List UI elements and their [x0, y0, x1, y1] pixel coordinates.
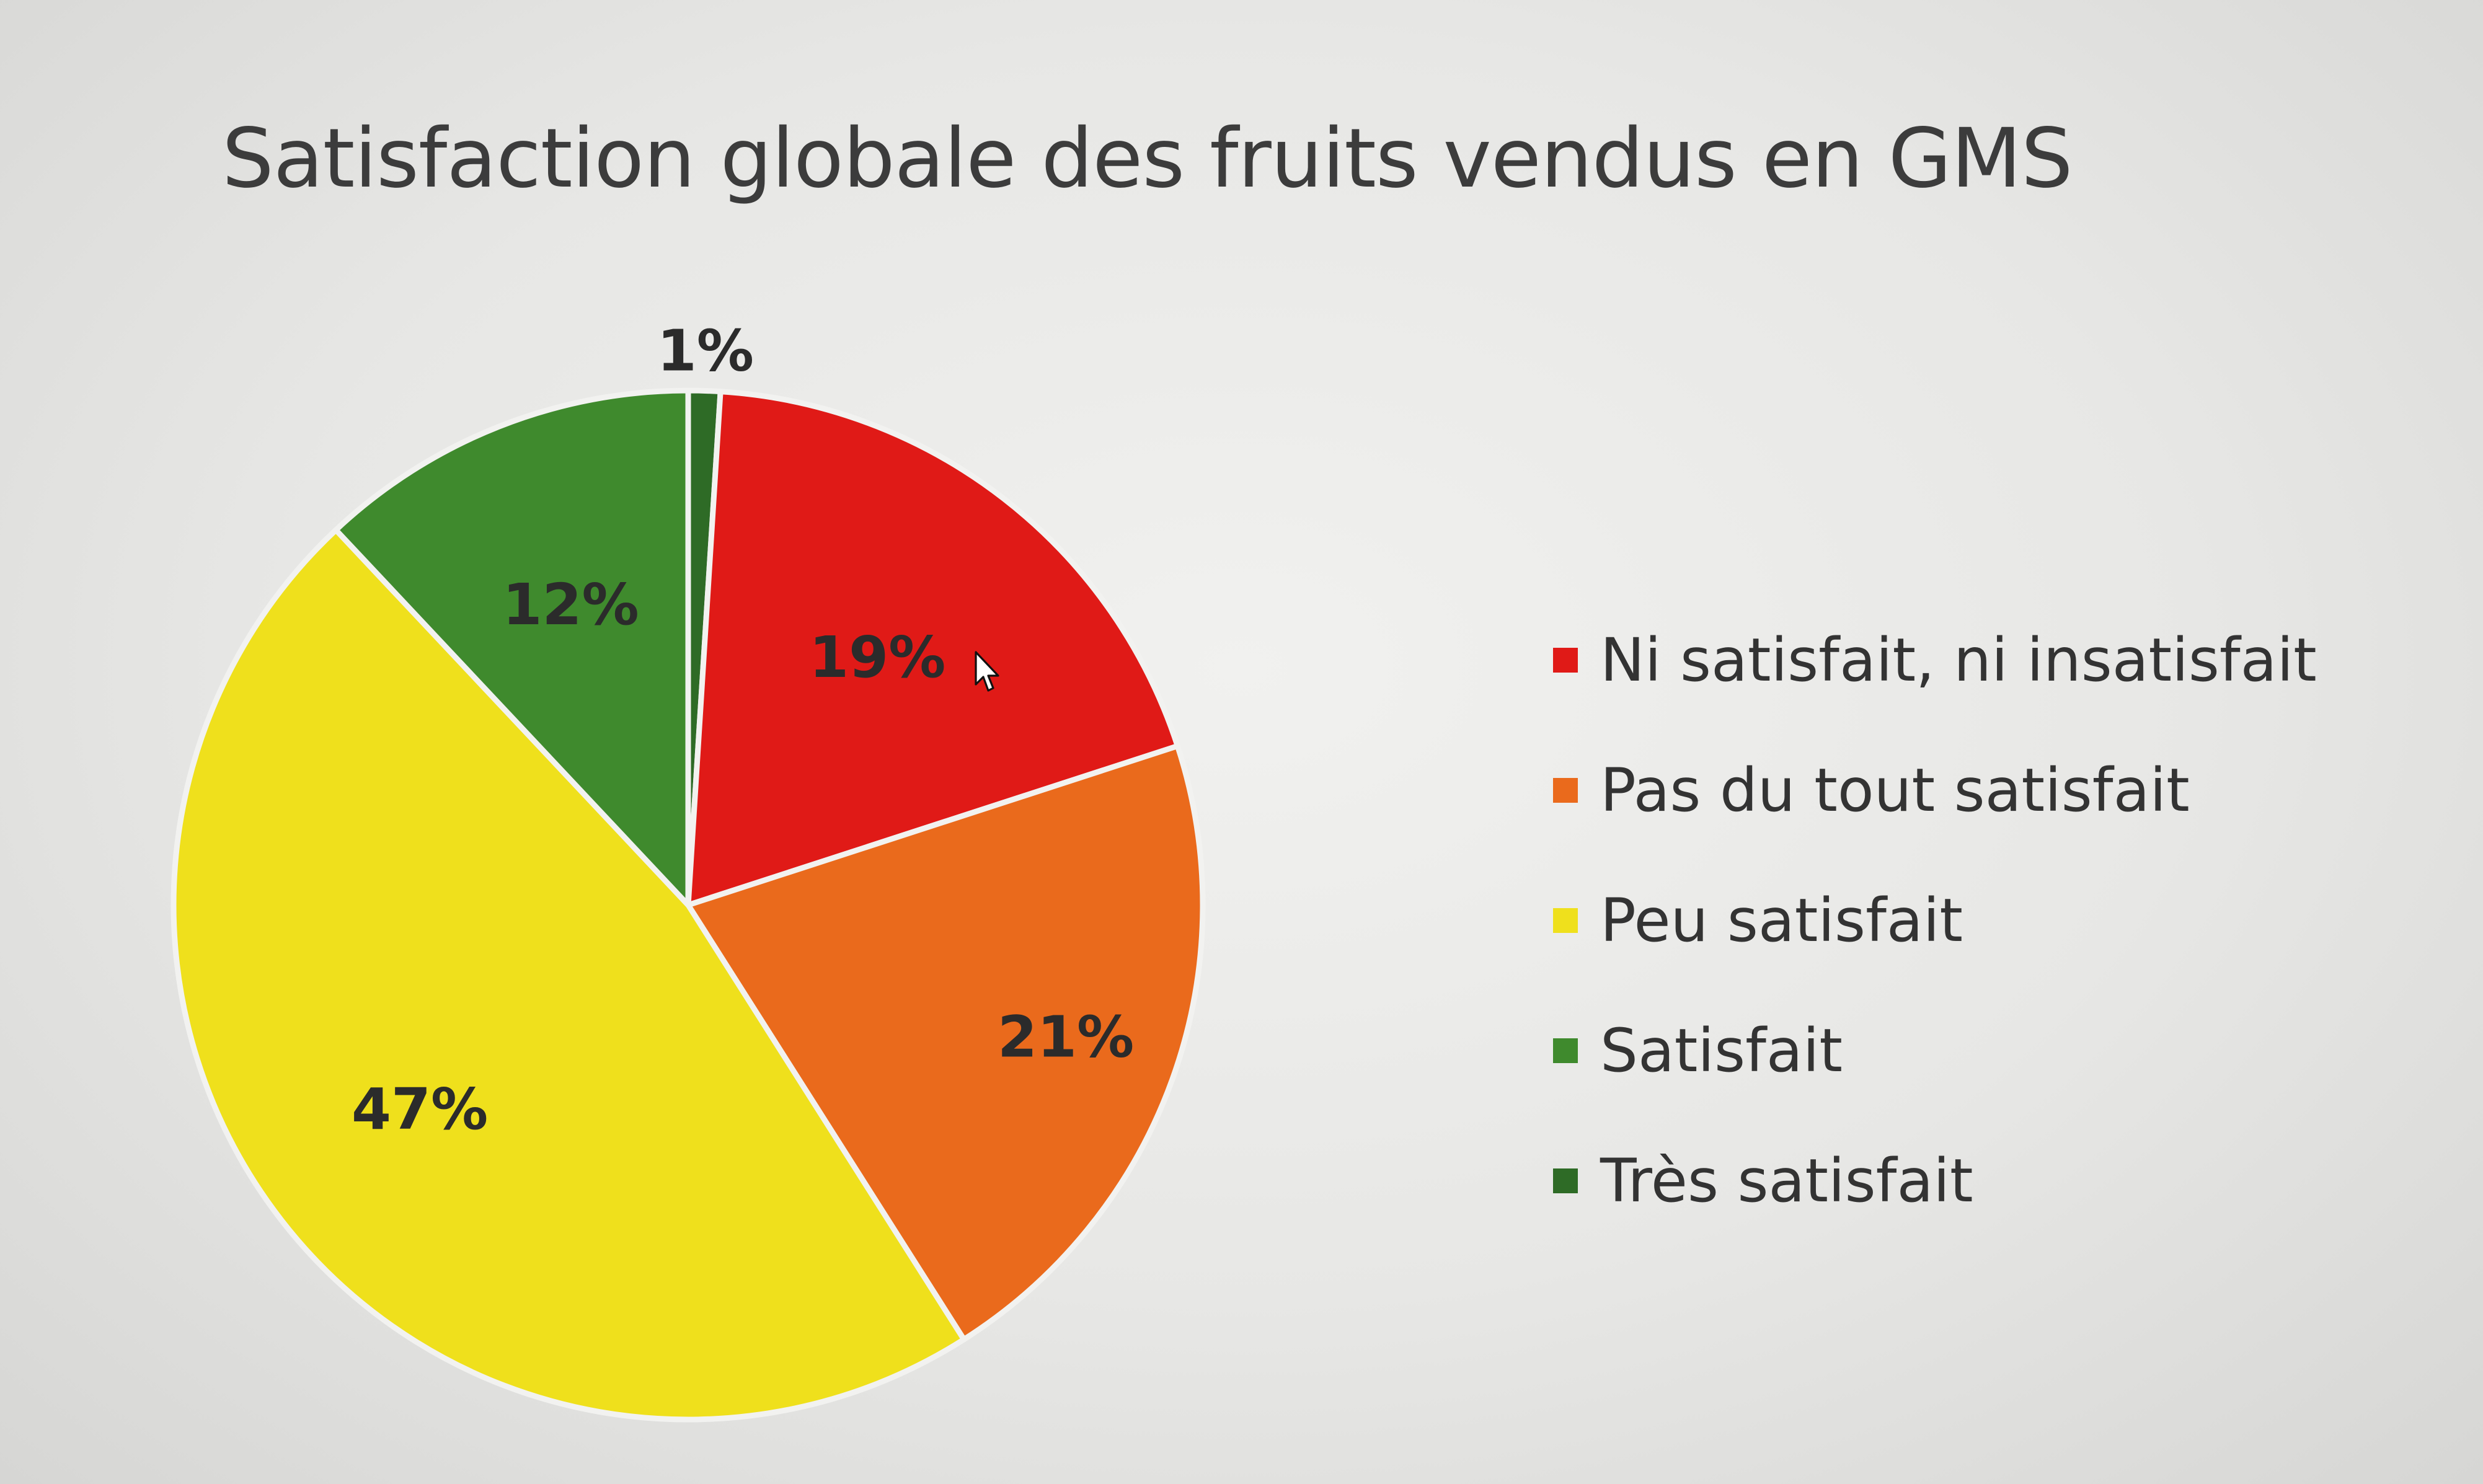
legend-swatch: [1553, 778, 1578, 803]
legend-swatch: [1553, 1168, 1578, 1193]
slice-label: 19%: [809, 624, 945, 691]
pie-slice: [685, 389, 1180, 908]
slice-label: 47%: [352, 1076, 488, 1142]
legend-label: Satisfait: [1600, 1016, 1843, 1085]
slice-label: 1%: [657, 318, 754, 384]
pie-slice: [333, 387, 691, 908]
pie-labels: 1% 19% 21% 47% 12%: [352, 318, 1134, 1142]
legend-item: Pas du tout satisfait: [1553, 725, 2317, 855]
legend-item: Très satisfait: [1553, 1116, 2317, 1246]
pie-slices: [170, 387, 1206, 1423]
pie-slice: [170, 527, 967, 1423]
legend-label: Très satisfait: [1600, 1146, 1973, 1216]
pie-slice: [685, 743, 1206, 1343]
slice-label: 12%: [502, 572, 639, 638]
legend-item: Satisfait: [1553, 986, 2317, 1116]
chart-title: Satisfaction globale des fruits vendus e…: [222, 111, 2073, 206]
slice-label: 21%: [998, 1004, 1134, 1071]
legend-label: Pas du tout satisfait: [1600, 756, 2190, 825]
legend: Ni satisfait, ni insatisfait Pas du tout…: [1553, 595, 2317, 1246]
legend-swatch: [1553, 648, 1578, 673]
mouse-pointer-icon: [975, 651, 999, 692]
legend-item: Peu satisfait: [1553, 855, 2317, 986]
legend-swatch: [1553, 908, 1578, 933]
legend-item: Ni satisfait, ni insatisfait: [1553, 595, 2317, 725]
legend-label: Ni satisfait, ni insatisfait: [1600, 625, 2317, 695]
legend-label: Peu satisfait: [1600, 886, 1963, 955]
legend-swatch: [1553, 1038, 1578, 1063]
